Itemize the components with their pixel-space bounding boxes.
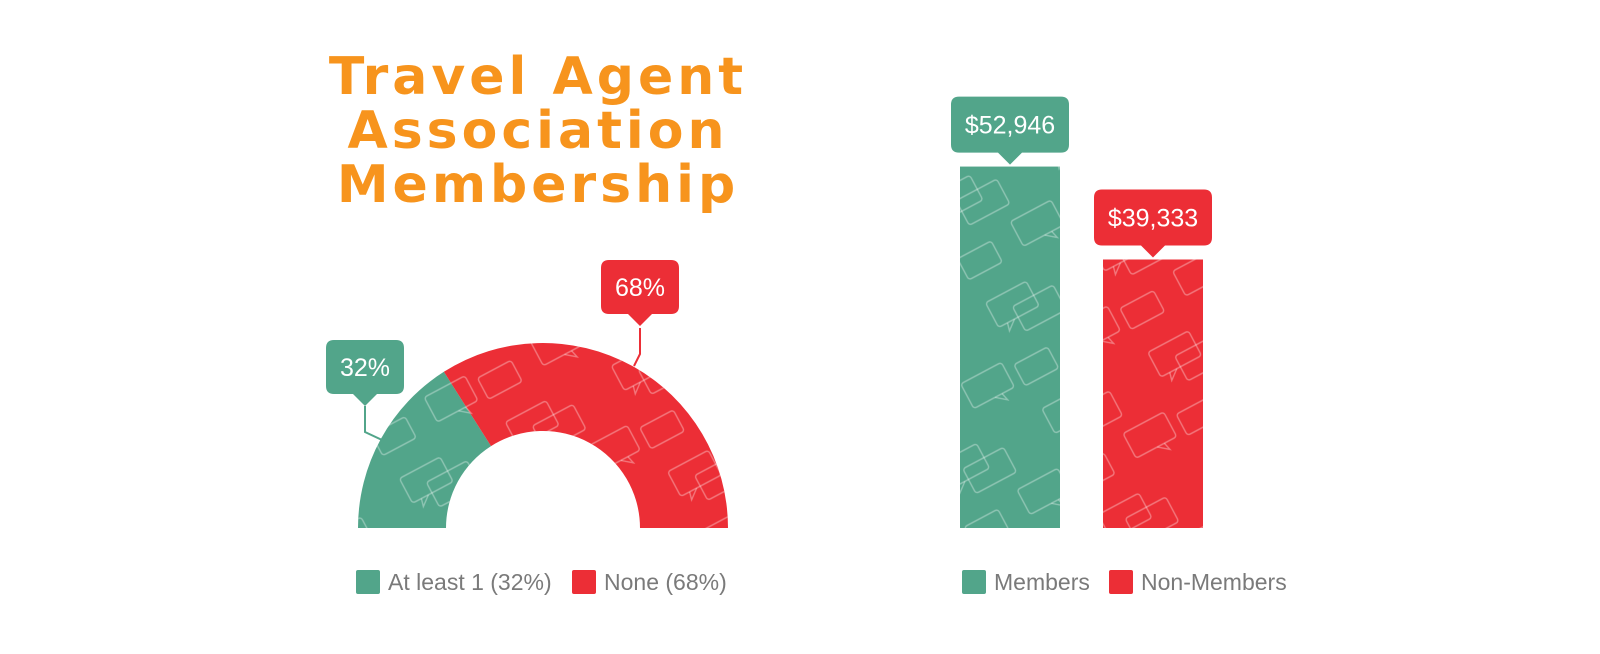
title-line-3: Membership [337, 155, 739, 215]
title-line-1: Travel Agent [329, 47, 747, 107]
donut-legend-label-0: At least 1 (32%) [388, 569, 552, 595]
donut-legend-swatch-0 [356, 570, 380, 594]
bar-label-1-text: $39,333 [1108, 204, 1198, 232]
donut-legend-item-0: At least 1 (32%) [356, 569, 552, 595]
bar-label-1-box [1094, 189, 1212, 258]
bar-legend-label-0: Members [994, 569, 1090, 595]
donut-legend: At least 1 (32%) None (68%) [356, 569, 727, 595]
donut-slice-pattern-0 [358, 371, 492, 528]
bar-pattern-1 [1103, 259, 1203, 528]
bar-legend-item-1: Non-Members [1109, 569, 1287, 595]
bar-label-0-text: $52,946 [965, 112, 1055, 140]
chart-title: Travel Agent Association Membership [329, 47, 747, 215]
bar-legend-swatch-1 [1109, 570, 1133, 594]
bar-chart: $52,946 $39,333 [951, 96, 1212, 528]
donut-leader-0 [364, 406, 383, 441]
donut-label-1-box [601, 260, 679, 326]
bar-label-1: $39,333 [1094, 189, 1212, 258]
bar-legend-label-1: Non-Members [1141, 569, 1287, 595]
bar-legend-item-0: Members [962, 569, 1090, 595]
donut-legend-label-1: None (68%) [604, 569, 727, 595]
half-donut-chart: 32% 68% [326, 260, 728, 528]
bar-label-0: $52,946 [951, 96, 1069, 165]
donut-label-0: 32% [326, 340, 404, 406]
donut-label-1-text: 68% [615, 274, 665, 302]
bar-label-0-box [951, 96, 1069, 165]
title-line-2: Association [347, 101, 728, 161]
donut-label-1: 68% [601, 260, 679, 326]
donut-leader-1 [633, 328, 641, 367]
bar-legend-swatch-0 [962, 570, 986, 594]
donut-legend-swatch-1 [572, 570, 596, 594]
donut-label-0-text: 32% [340, 354, 390, 382]
donut-slice-pattern-1 [443, 343, 728, 528]
bar-pattern-0 [960, 166, 1060, 528]
donut-legend-item-1: None (68%) [572, 569, 727, 595]
donut-label-0-box [326, 340, 404, 406]
bar-legend: Members Non-Members [962, 569, 1287, 595]
